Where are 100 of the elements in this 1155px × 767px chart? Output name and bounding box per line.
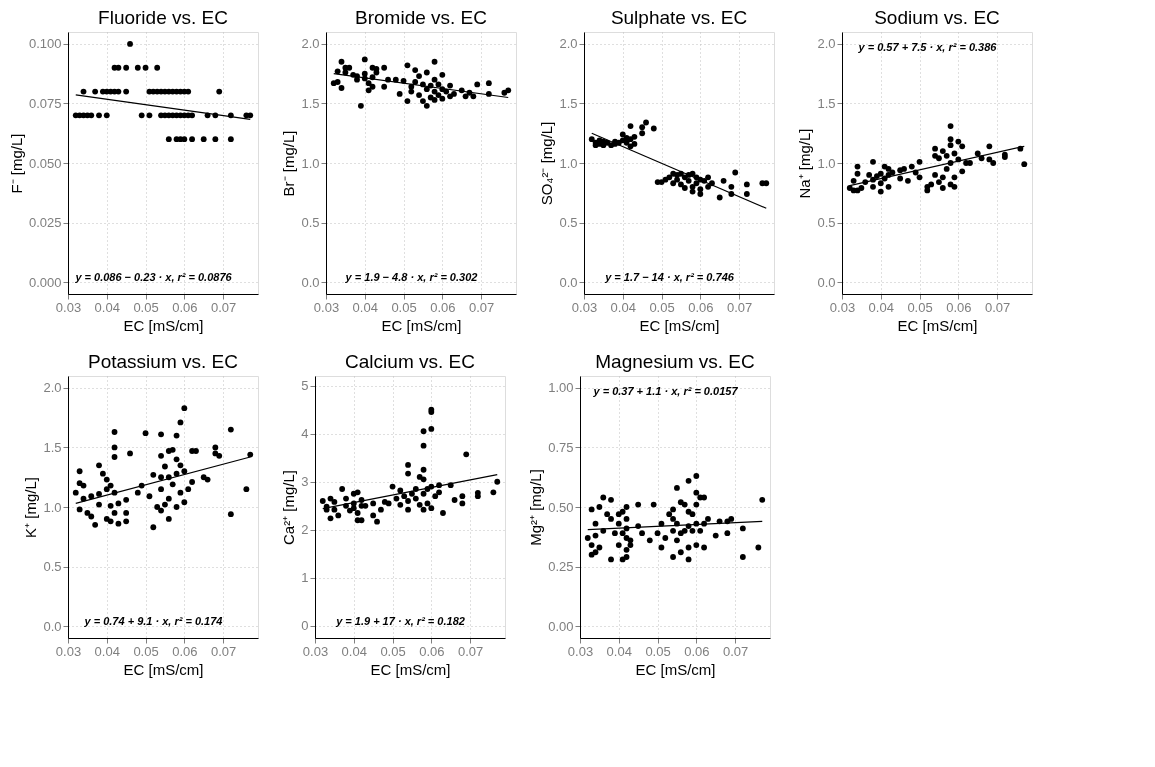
y-tick-label: 1.00 xyxy=(548,380,574,396)
point xyxy=(689,188,696,195)
x-tick-label: 0.07 xyxy=(457,643,484,659)
annotation: y = 0.086 − 0.23 · x, r² = 0.0876 xyxy=(74,271,233,283)
point xyxy=(631,141,638,147)
x-axis-title: EC [mS/cm] xyxy=(635,660,716,678)
point xyxy=(763,180,770,187)
point xyxy=(697,191,704,197)
point xyxy=(639,130,646,137)
y-tick-label: 1.5 xyxy=(559,95,578,111)
point xyxy=(732,169,739,176)
y-tick-label: 1.5 xyxy=(301,95,320,111)
chart-title: Potassium vs. EC xyxy=(88,351,238,372)
point xyxy=(134,64,141,71)
x-tick-label: 0.06 xyxy=(172,299,198,315)
point xyxy=(138,112,145,119)
point xyxy=(247,112,254,119)
point xyxy=(743,181,750,188)
x-tick-label: 0.03 xyxy=(302,643,329,659)
y-tick-label: 2.0 xyxy=(817,36,836,52)
y-tick-label: 4 xyxy=(301,426,309,442)
y-axis-title: Mg²⁺ [mg/L] xyxy=(527,469,545,546)
x-tick-label: 0.05 xyxy=(133,643,159,659)
y-tick-label: 1 xyxy=(301,570,309,586)
point xyxy=(693,180,700,187)
y-tick-label: 0.5 xyxy=(817,215,836,231)
y-tick-label: 0.75 xyxy=(548,439,574,455)
point xyxy=(216,88,223,95)
annotation: y = 1.9 + 17 · x, r² = 0.182 xyxy=(335,615,465,627)
y-tick-label: 0.0 xyxy=(301,274,320,290)
y-tick-label: 0.00 xyxy=(548,618,574,634)
x-tick-label: 0.05 xyxy=(391,299,417,315)
point xyxy=(728,183,735,190)
point xyxy=(666,174,673,181)
x-tick-label: 0.06 xyxy=(430,299,456,315)
y-tick-label: 1.0 xyxy=(817,155,836,171)
x-tick-label: 0.04 xyxy=(341,643,367,659)
point xyxy=(588,136,595,143)
x-tick-label: 0.03 xyxy=(567,643,594,659)
point xyxy=(631,133,638,140)
point xyxy=(619,131,626,138)
y-tick-label: 0.5 xyxy=(301,215,320,231)
y-tick-label: 0.075 xyxy=(28,95,62,111)
y-axis-title: Br⁻ [mg/L] xyxy=(280,130,298,197)
point xyxy=(92,88,99,95)
x-tick-label: 0.07 xyxy=(210,643,237,659)
chart-title: Calcium vs. EC xyxy=(345,351,475,372)
y-tick-label: 0.050 xyxy=(28,155,62,171)
x-axis-title: EC [mS/cm] xyxy=(123,660,204,678)
point xyxy=(189,112,195,119)
x-tick-label: 0.03 xyxy=(55,643,82,659)
y-tick-label: 2 xyxy=(301,522,309,538)
x-tick-label: 0.07 xyxy=(468,299,495,315)
point xyxy=(200,136,207,143)
point xyxy=(639,124,646,131)
x-tick-label: 0.05 xyxy=(645,643,671,659)
x-axis-title: EC [mS/cm] xyxy=(381,316,462,334)
y-axis-title: Na⁺ [mg/L] xyxy=(796,128,814,199)
x-tick-label: 0.06 xyxy=(688,299,714,315)
point xyxy=(670,180,677,187)
x-tick-label: 0.07 xyxy=(722,643,749,659)
point xyxy=(643,119,649,126)
y-tick-label: 0.0 xyxy=(43,618,62,634)
y-axis-title: K⁺ [mg/L] xyxy=(22,477,40,538)
x-tick-label: 0.07 xyxy=(726,299,753,315)
point xyxy=(127,41,133,47)
x-tick-label: 0.05 xyxy=(380,643,406,659)
x-tick-label: 0.06 xyxy=(419,643,445,659)
point xyxy=(88,112,95,119)
y-tick-label: 5 xyxy=(301,378,309,394)
x-tick-label: 0.04 xyxy=(352,299,378,315)
point xyxy=(80,88,87,95)
y-axis-title: SO₄²⁻ [mg/L] xyxy=(538,121,556,206)
x-tick-label: 0.03 xyxy=(313,299,340,315)
x-tick-label: 0.05 xyxy=(907,299,933,315)
point xyxy=(115,64,122,71)
x-tick-label: 0.03 xyxy=(571,299,598,315)
point xyxy=(212,136,219,143)
annotation: y = 1.7 − 14 · x, r² = 0.746 xyxy=(604,271,735,283)
annotation: y = 0.57 + 7.5 · x, r² = 0.386 xyxy=(857,41,998,53)
y-tick-label: 2.0 xyxy=(43,380,62,396)
point xyxy=(123,64,130,71)
point xyxy=(185,88,192,95)
y-tick-label: 0.100 xyxy=(28,36,62,52)
y-tick-label: 1.0 xyxy=(301,155,320,171)
x-tick-label: 0.06 xyxy=(172,643,198,659)
y-axis-title: F⁻ [mg/L] xyxy=(7,133,25,194)
point xyxy=(716,194,723,201)
x-axis-title: EC [mS/cm] xyxy=(897,316,978,334)
point xyxy=(743,191,750,197)
x-tick-label: 0.05 xyxy=(649,299,675,315)
y-tick-label: 0.025 xyxy=(28,215,62,231)
y-tick-label: 0.50 xyxy=(548,499,574,515)
x-axis-title: EC [mS/cm] xyxy=(639,316,720,334)
point xyxy=(154,64,161,71)
x-tick-label: 0.04 xyxy=(94,643,120,659)
point xyxy=(103,112,110,119)
y-tick-label: 0 xyxy=(301,618,309,634)
y-tick-label: 2.0 xyxy=(559,36,578,52)
y-tick-label: 1.5 xyxy=(817,95,836,111)
